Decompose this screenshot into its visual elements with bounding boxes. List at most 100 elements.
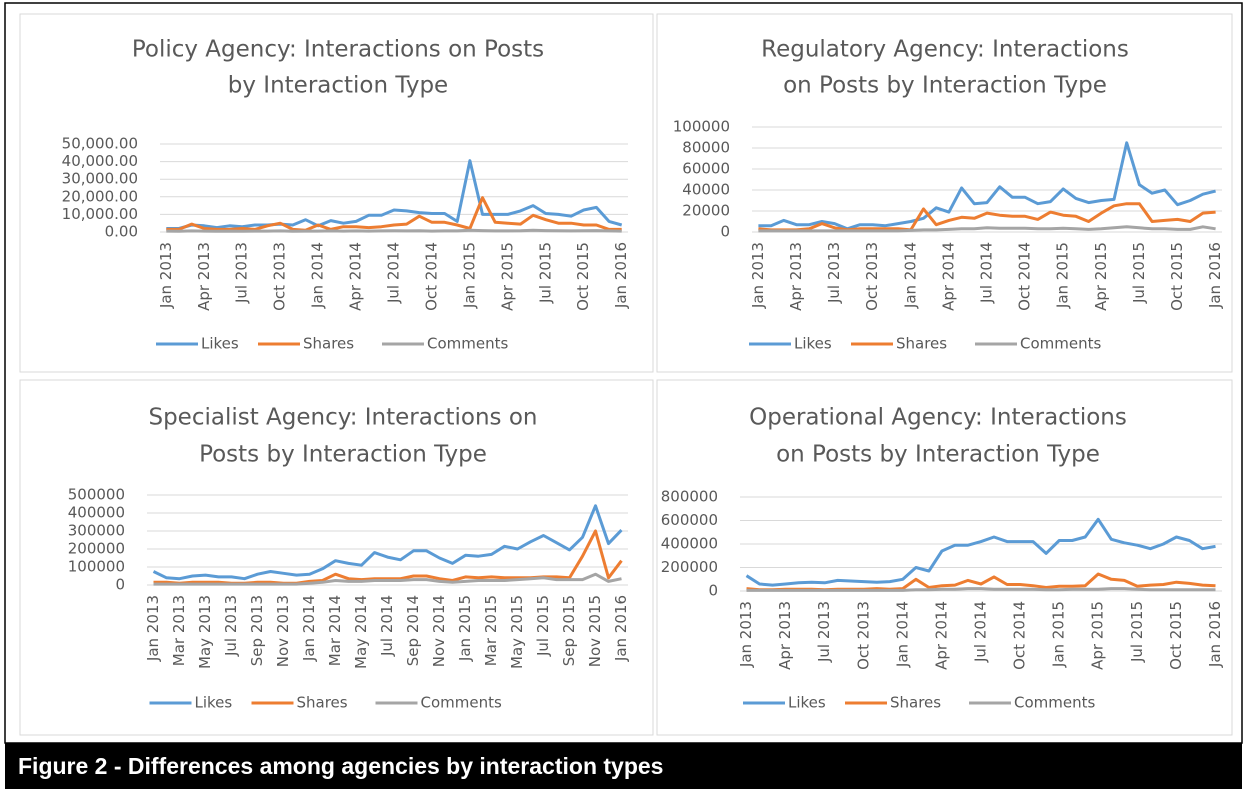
x-tick-label: May 2014 <box>352 595 370 669</box>
x-tick-label: Apr 2015 <box>1089 601 1107 670</box>
x-tick-label: Nov 2015 <box>586 595 604 667</box>
chart-title: Specialist Agency: Interactions on <box>148 405 537 431</box>
x-tick-label: Jan 2013 <box>749 242 767 309</box>
panel <box>19 379 654 736</box>
x-tick-label: May 2013 <box>196 595 214 669</box>
x-tick-label: Jul 2014 <box>378 595 396 657</box>
x-tick-label: Jul 2014 <box>978 242 996 304</box>
x-tick-label: Apr 2014 <box>347 242 365 311</box>
x-tick-label: Oct 2014 <box>1016 242 1034 311</box>
x-tick-label: Apr 2013 <box>787 242 805 311</box>
y-tick-label: 500000 <box>68 486 125 504</box>
x-tick-label: Nov 2013 <box>274 595 292 667</box>
y-tick-label: 20,000.00 <box>62 187 138 205</box>
x-tick-label: Jan 2015 <box>1050 601 1068 668</box>
x-tick-label: Jan 2015 <box>456 595 474 662</box>
x-tick-label: Oct 2013 <box>854 601 872 670</box>
y-tick-label: 400000 <box>661 535 718 553</box>
legend-label: Shares <box>896 335 947 353</box>
x-tick-label: Oct 2013 <box>863 242 881 311</box>
y-tick-label: 80000 <box>682 139 730 157</box>
x-tick-label: Mar 2014 <box>326 595 344 666</box>
legend-label: Shares <box>303 335 354 353</box>
x-tick-label: Jan 2014 <box>300 595 318 662</box>
x-tick-label: Jan 2016 <box>612 242 630 309</box>
x-tick-label: Jan 2016 <box>1206 242 1224 309</box>
y-tick-label: 200000 <box>661 558 718 576</box>
panel <box>656 13 1233 373</box>
y-tick-label: 800000 <box>661 488 718 506</box>
series-line <box>745 517 1216 587</box>
x-tick-label: Oct 2013 <box>271 242 289 311</box>
chart-title: by Interaction Type <box>228 73 448 99</box>
x-tick-label: Sep 2014 <box>404 595 422 666</box>
series-line <box>166 228 622 233</box>
x-tick-label: Jan 2013 <box>737 601 755 668</box>
x-tick-label: Jan 2015 <box>1054 242 1072 309</box>
y-tick-label: 30,000.00 <box>62 170 138 188</box>
x-tick-label: Oct 2015 <box>574 242 592 311</box>
y-tick-label: 0 <box>115 576 125 594</box>
x-tick-label: Jul 2013 <box>222 595 240 657</box>
series-line <box>166 196 622 232</box>
series-line <box>152 504 623 581</box>
legend-label: Likes <box>201 335 239 353</box>
y-tick-label: 600000 <box>661 511 718 529</box>
legend-label: Likes <box>788 694 826 712</box>
legend-label: Shares <box>297 694 348 712</box>
x-tick-label: Jan 2014 <box>901 242 919 309</box>
panel <box>656 379 1233 736</box>
chart-title: on Posts by Interaction Type <box>776 442 1100 468</box>
y-tick-label: 40,000.00 <box>62 152 138 170</box>
x-tick-label: Jul 2014 <box>385 242 403 304</box>
series-line <box>758 225 1216 233</box>
y-tick-label: 400000 <box>68 504 125 522</box>
panel <box>19 13 654 373</box>
series-line <box>746 587 1216 592</box>
x-tick-label: Apr 2015 <box>498 242 516 311</box>
x-tick-label: Jul 2014 <box>972 601 990 663</box>
x-tick-label: Jul 2015 <box>1130 242 1148 304</box>
x-tick-label: Jul 2015 <box>1128 601 1146 663</box>
x-tick-label: Jul 2015 <box>536 242 554 304</box>
x-tick-label: Nov 2014 <box>430 595 448 667</box>
chart-title: on Posts by Interaction Type <box>783 73 1107 99</box>
x-tick-label: Jan 2014 <box>893 601 911 668</box>
chart-title: Operational Agency: Interactions <box>749 405 1127 431</box>
y-tick-label: 100000 <box>68 558 125 576</box>
series-line <box>758 141 1216 231</box>
chart-title: Regulatory Agency: Interactions <box>761 37 1129 63</box>
legend-label: Comments <box>1014 694 1095 712</box>
caption-bar <box>5 743 1242 789</box>
x-tick-label: Oct 2014 <box>1011 601 1029 670</box>
y-tick-label: 10,000.00 <box>62 205 138 223</box>
legend-label: Shares <box>890 694 941 712</box>
y-tick-label: 0 <box>708 582 718 600</box>
chart-title: Policy Agency: Interactions on Posts <box>132 37 544 63</box>
x-tick-label: Apr 2014 <box>939 242 957 311</box>
y-tick-label: 0.00 <box>105 223 138 241</box>
series-line <box>153 572 622 586</box>
x-tick-label: Jul 2013 <box>233 242 251 304</box>
x-tick-label: Sep 2015 <box>560 595 578 666</box>
y-tick-label: 300000 <box>68 522 125 540</box>
caption: Figure 2 - Differences among agencies by… <box>18 753 663 779</box>
x-tick-label: Oct 2015 <box>1167 601 1185 670</box>
x-tick-label: Jul 2013 <box>815 601 833 663</box>
y-tick-label: 20000 <box>682 202 730 220</box>
x-tick-label: Oct 2015 <box>1168 242 1186 311</box>
x-tick-label: Apr 2015 <box>1092 242 1110 311</box>
x-tick-label: Apr 2014 <box>932 601 950 670</box>
legend-label: Comments <box>1020 335 1101 353</box>
legend-label: Comments <box>427 335 508 353</box>
legend-label: Likes <box>794 335 832 353</box>
chart-title: Posts by Interaction Type <box>199 442 487 468</box>
x-tick-label: Mar 2013 <box>170 595 188 666</box>
x-tick-label: Jan 2013 <box>144 595 162 662</box>
x-tick-label: Oct 2014 <box>422 242 440 311</box>
y-tick-label: 60000 <box>682 160 730 178</box>
series-line <box>166 159 623 230</box>
series-line <box>758 202 1216 232</box>
